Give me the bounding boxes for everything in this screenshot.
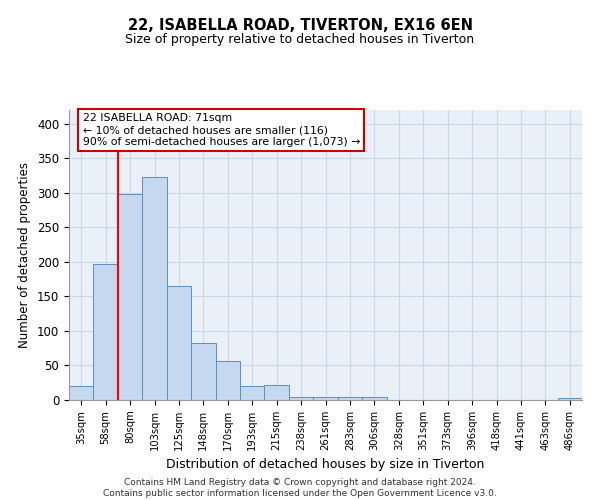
Bar — [240, 386, 265, 400]
Bar — [557, 398, 582, 400]
Bar — [265, 385, 289, 400]
Bar — [142, 177, 167, 400]
Bar — [118, 194, 142, 400]
Bar — [94, 264, 118, 400]
Bar — [289, 396, 313, 400]
Bar — [191, 344, 215, 400]
X-axis label: Distribution of detached houses by size in Tiverton: Distribution of detached houses by size … — [166, 458, 485, 471]
Y-axis label: Number of detached properties: Number of detached properties — [19, 162, 31, 348]
Bar — [167, 286, 191, 400]
Bar — [362, 396, 386, 400]
Text: 22, ISABELLA ROAD, TIVERTON, EX16 6EN: 22, ISABELLA ROAD, TIVERTON, EX16 6EN — [128, 18, 473, 32]
Text: 22 ISABELLA ROAD: 71sqm
← 10% of detached houses are smaller (116)
90% of semi-d: 22 ISABELLA ROAD: 71sqm ← 10% of detache… — [83, 114, 360, 146]
Bar — [338, 396, 362, 400]
Bar — [69, 386, 94, 400]
Text: Size of property relative to detached houses in Tiverton: Size of property relative to detached ho… — [125, 32, 475, 46]
Text: Contains HM Land Registry data © Crown copyright and database right 2024.
Contai: Contains HM Land Registry data © Crown c… — [103, 478, 497, 498]
Bar — [313, 396, 338, 400]
Bar — [215, 360, 240, 400]
